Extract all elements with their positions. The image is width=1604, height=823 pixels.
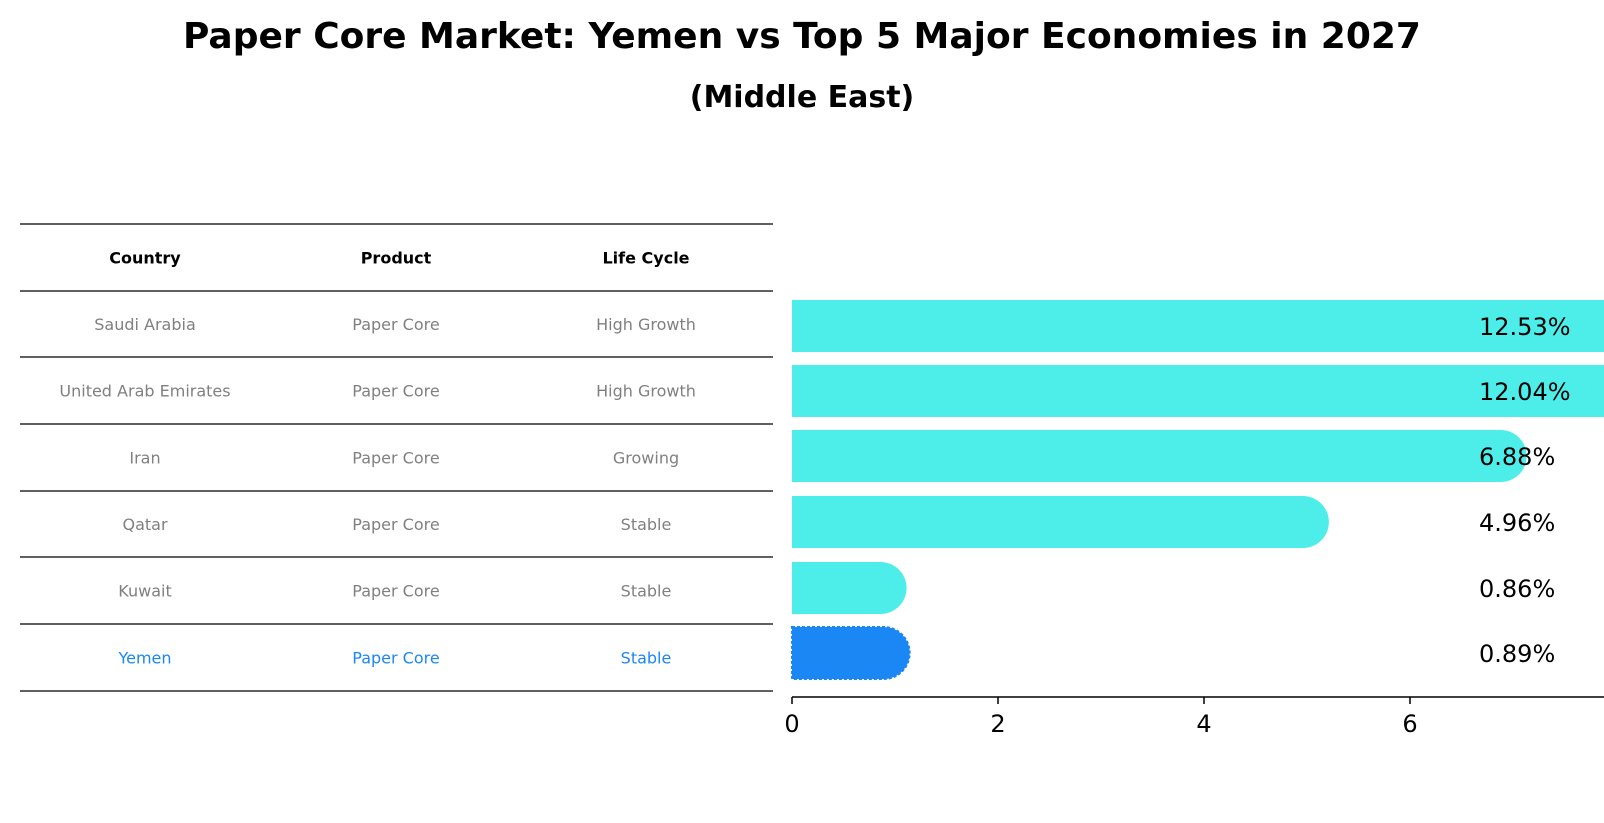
table-cell: Paper Core (352, 582, 439, 601)
bar-iran (792, 430, 1527, 482)
table-cell: Paper Core (352, 515, 439, 534)
bar-kuwait (792, 562, 907, 614)
table-header-2: Life Cycle (602, 249, 689, 268)
table-header-1: Product (361, 249, 432, 268)
table-cell: High Growth (596, 382, 696, 401)
table-cell: Stable (621, 515, 672, 534)
table-cell: High Growth (596, 315, 696, 334)
bar-united-arab-emirates (792, 365, 1604, 417)
table-cell: Qatar (122, 515, 167, 534)
table-cell: Paper Core (352, 449, 439, 468)
bar-qatar (792, 496, 1329, 548)
x-tick-label: 2 (990, 710, 1005, 738)
table-cell: United Arab Emirates (59, 382, 230, 401)
page-title: Paper Core Market: Yemen vs Top 5 Major … (183, 16, 1421, 57)
data-table: Country Product Life Cycle Saudi Arabia Pape… (20, 223, 773, 692)
table-cell: Iran (129, 449, 160, 468)
bar-yemen (791, 626, 911, 680)
x-tick-label: 0 (784, 710, 799, 738)
table-header-0: Country (109, 249, 181, 268)
data-label: 0.89% (1479, 640, 1555, 668)
data-label: 12.04% (1479, 378, 1571, 406)
x-axis: 024681012 (784, 696, 1604, 738)
x-tick-label: 4 (1196, 710, 1211, 738)
data-label: 12.53% (1479, 313, 1571, 341)
table-cell: Saudi Arabia (94, 315, 196, 334)
data-label: 6.88% (1479, 443, 1555, 471)
table-cell: Paper Core (352, 315, 439, 334)
data-label: 0.86% (1479, 575, 1555, 603)
bar-chart: 12.53% 12.04% 6.88% 4.96% 0.86% 0.89% (791, 300, 1604, 680)
table-cell: Stable (621, 582, 672, 601)
table-cell: Yemen (117, 649, 171, 668)
bar-saudi-arabia (792, 300, 1604, 352)
table-cell: Paper Core (352, 382, 439, 401)
table-cell: Growing (613, 449, 679, 468)
table-cell: Stable (621, 649, 672, 668)
page-subtitle: (Middle East) (689, 80, 915, 115)
x-tick-label: 6 (1402, 710, 1417, 738)
data-label: 4.96% (1479, 509, 1555, 537)
table-cell: Paper Core (352, 649, 439, 668)
table-cell: Kuwait (118, 582, 171, 601)
